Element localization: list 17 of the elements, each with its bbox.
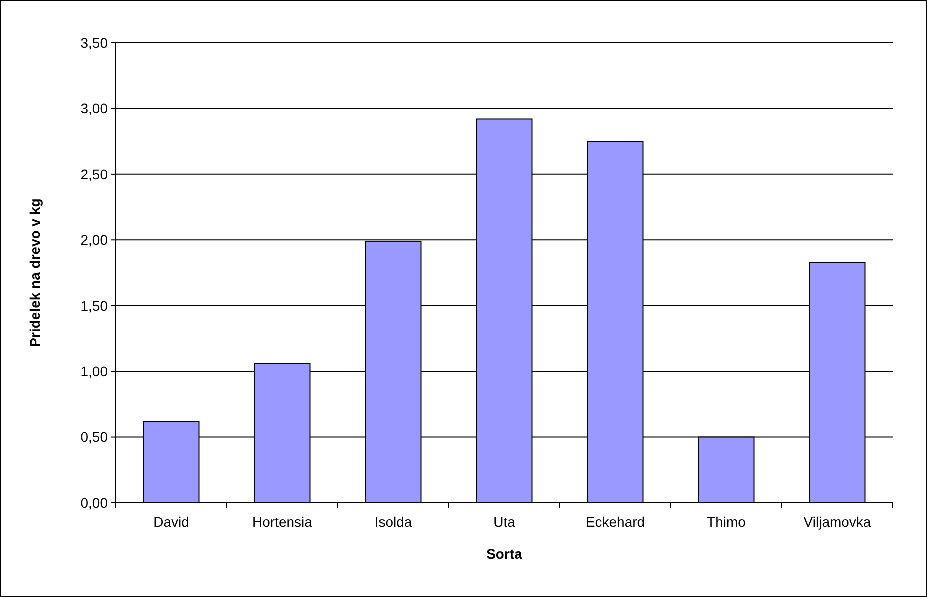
x-tick-label: Thimo (707, 514, 746, 530)
y-tick-label: 2,50 (80, 166, 108, 182)
x-axis-title: Sorta (486, 546, 523, 562)
y-tick-label: 3,00 (80, 100, 108, 117)
y-tick-label: 1,00 (80, 363, 108, 380)
y-tick-label: 1,50 (80, 298, 108, 314)
y-tick-label: 3,50 (80, 34, 108, 51)
y-tick-label: 0,00 (80, 494, 108, 511)
x-tick-label: David (154, 514, 190, 530)
x-tick-label: Hortensia (252, 514, 313, 530)
x-tick-label: Eckehard (586, 514, 646, 530)
y-tick-label: 0,50 (80, 429, 108, 446)
x-tick-label: Isolda (374, 514, 412, 530)
x-tick-label: Uta (494, 514, 516, 530)
y-axis-title: Pridelek na drevo v kg (27, 198, 43, 348)
x-tick-label: Viljamovka (804, 514, 872, 530)
y-tick-label: 2,00 (80, 232, 108, 248)
